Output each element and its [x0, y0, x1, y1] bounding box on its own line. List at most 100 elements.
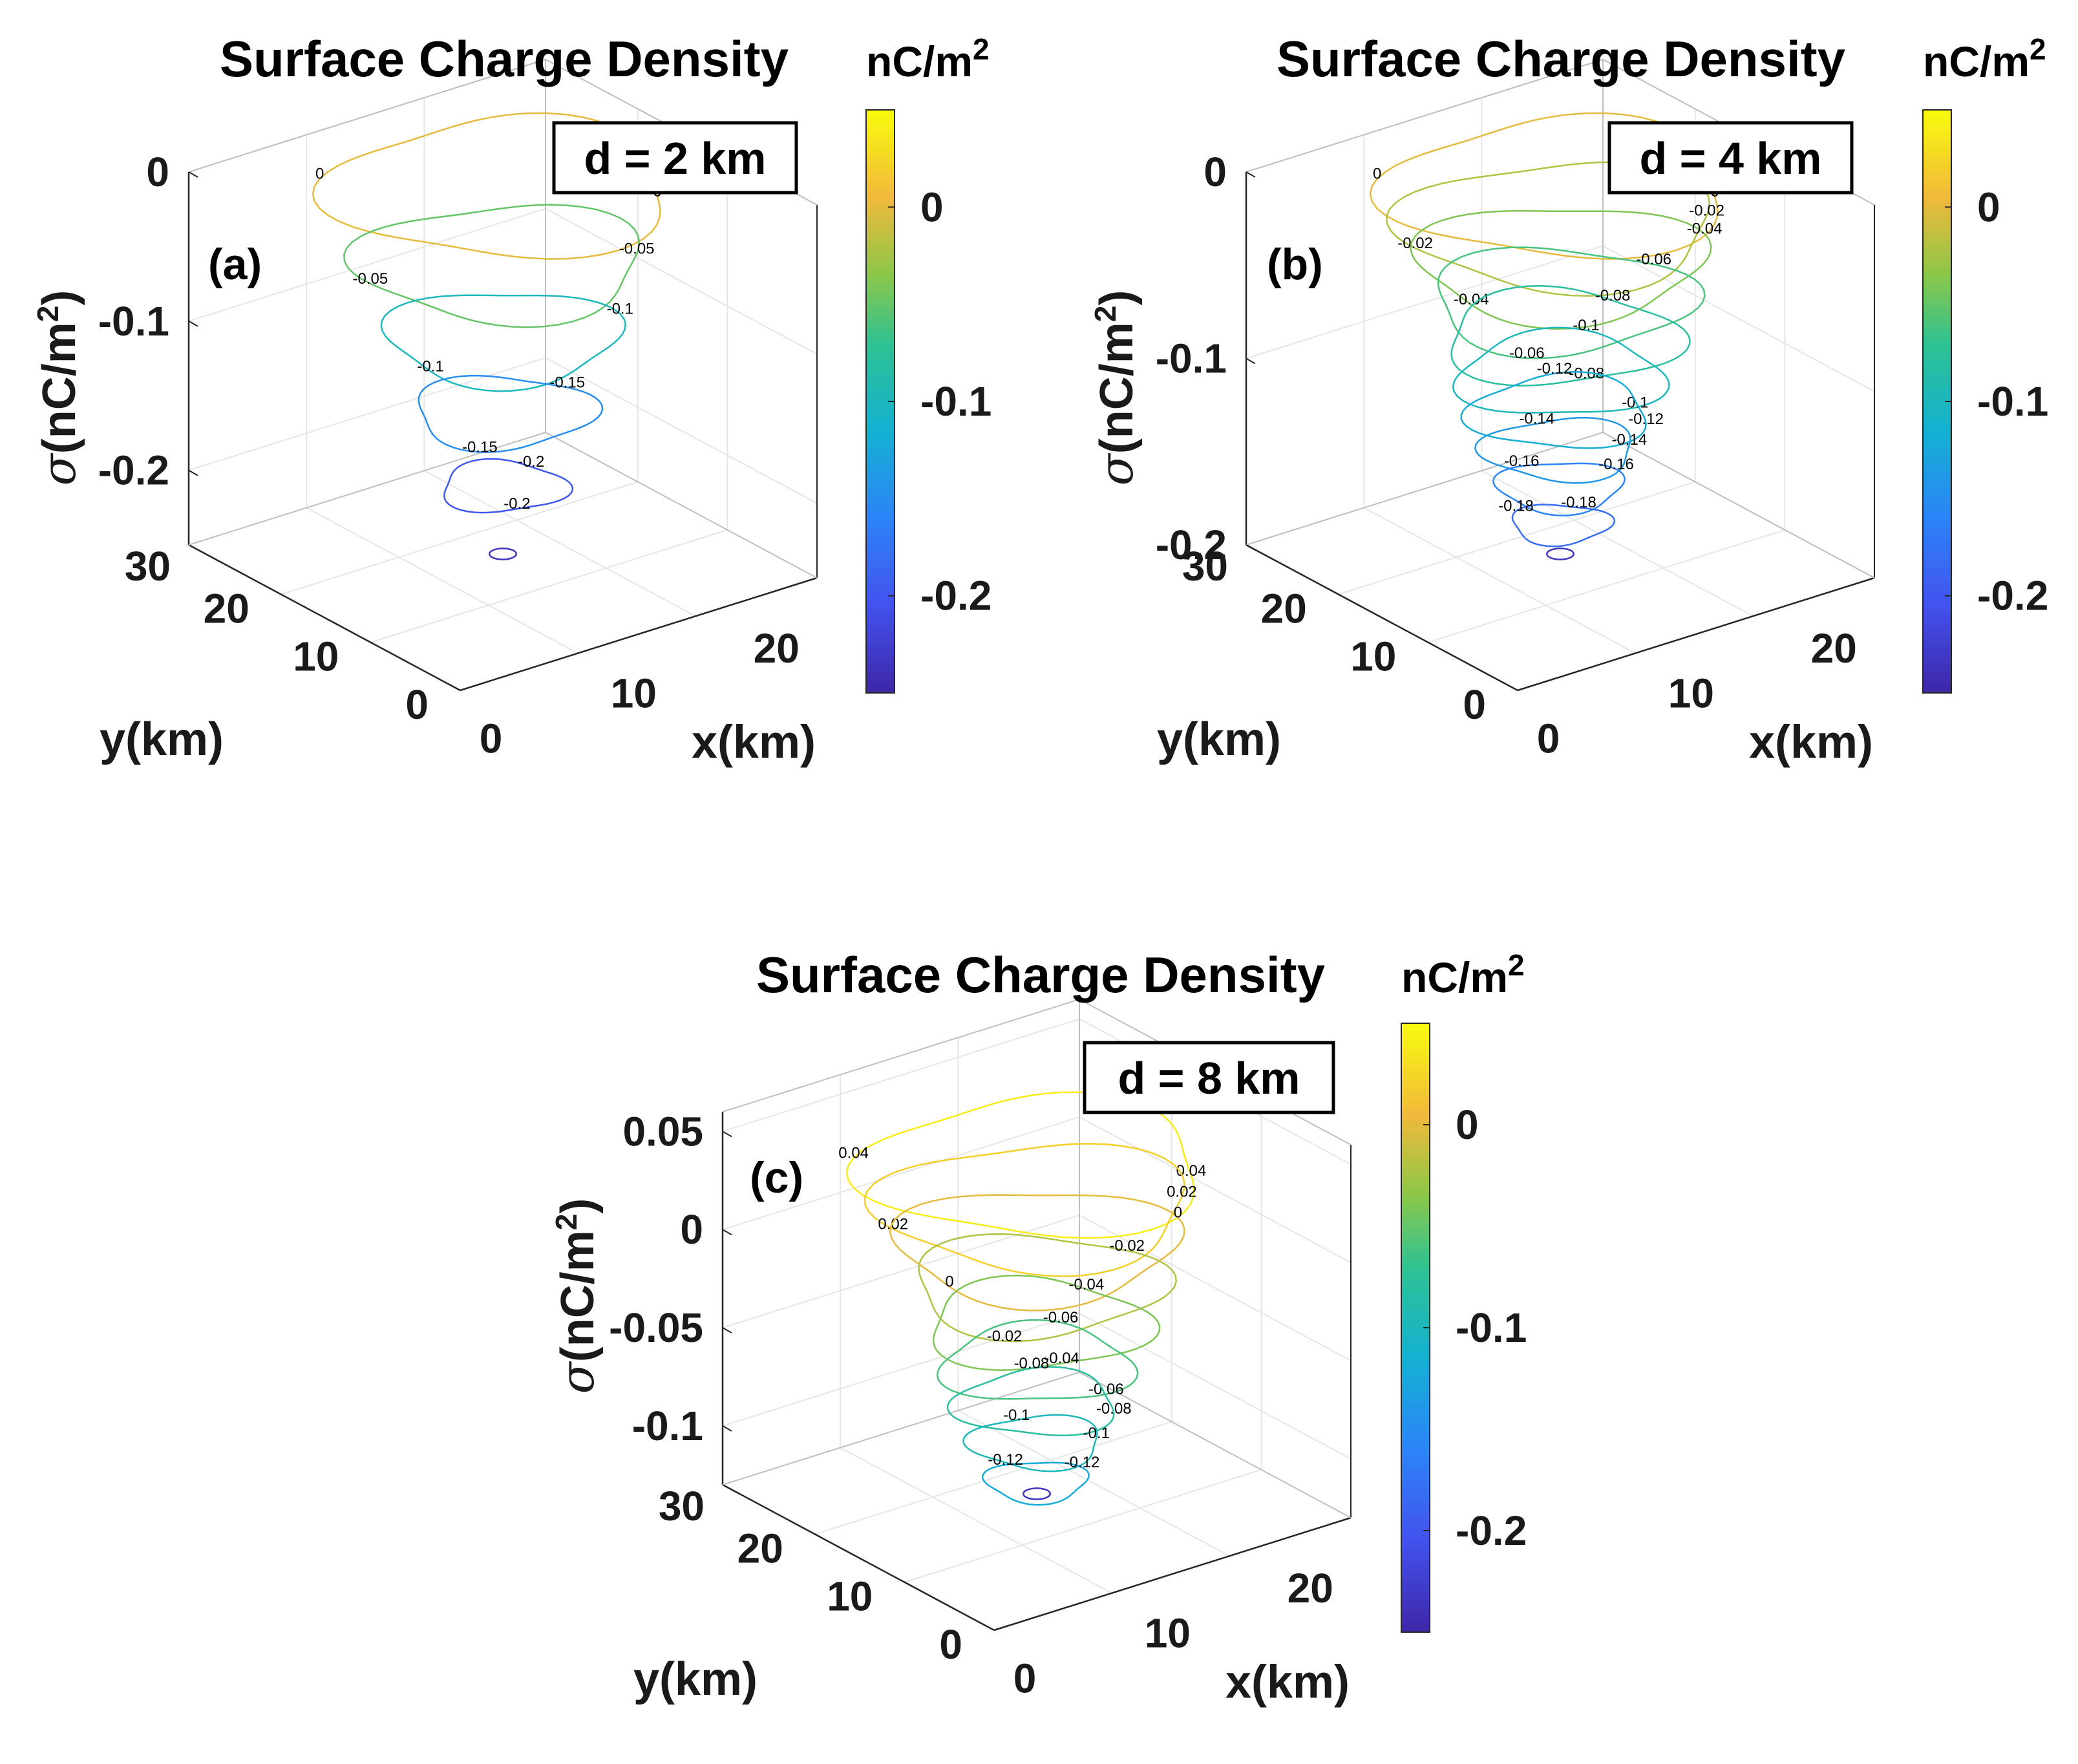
grid-line — [840, 1447, 1112, 1594]
box-edge — [1246, 59, 1604, 173]
x-axis-label: x(km) — [1225, 1657, 1350, 1708]
grid-line — [957, 1410, 1230, 1557]
contour-label: -0.04 — [1069, 1276, 1105, 1293]
contour-label: 0 — [315, 165, 324, 183]
colorbar-tick-label: -0.1 — [1456, 1304, 1527, 1351]
x-axis-label: x(km) — [1749, 717, 1873, 769]
box-edge — [722, 1372, 1080, 1485]
contour-label: -0.16 — [1504, 452, 1540, 470]
panel-label: (a) — [208, 240, 262, 289]
axis-x-line — [993, 1516, 1352, 1631]
x-tick-label: 0 — [1013, 1655, 1037, 1701]
contour-label: 0 — [1373, 165, 1381, 183]
z-axis-label: σ(nC/m2) — [31, 290, 86, 486]
grid-line — [306, 507, 578, 654]
axis-y-line — [188, 544, 461, 692]
box-edge — [188, 432, 546, 546]
z-tick-label: 0 — [680, 1206, 703, 1253]
contour-label: -0.1 — [417, 358, 443, 376]
contour-label: -0.18 — [1498, 498, 1534, 515]
contour-line — [1474, 416, 1631, 484]
contour-line — [1511, 504, 1616, 547]
grid-line — [1079, 1116, 1352, 1264]
x-axis-label: x(km) — [692, 717, 816, 769]
x-tick-label: 10 — [611, 670, 657, 717]
z-tick-label: 0.05 — [622, 1108, 703, 1154]
grid-line — [545, 207, 818, 355]
contour-label: -0.04 — [1044, 1350, 1079, 1367]
contour-label: -0.05 — [353, 270, 388, 288]
z-tick-mark — [188, 171, 198, 178]
z-tick-label: -0.05 — [609, 1304, 703, 1351]
contour-line — [946, 1366, 1115, 1437]
contour-label: -0.15 — [549, 374, 585, 391]
contour-label: -0.12 — [988, 1451, 1023, 1469]
colorbar-unit-label: nC/m2 — [1923, 32, 2046, 85]
y-tick-label: 10 — [293, 633, 339, 680]
z-tick-mark — [1246, 357, 1256, 365]
contour-label: -0.06 — [1509, 345, 1545, 362]
contour-label: -0.02 — [1397, 235, 1433, 252]
contour-line — [981, 1461, 1090, 1506]
y-tick-label: 10 — [827, 1573, 873, 1620]
z-tick-label: -0.1 — [1156, 335, 1227, 382]
contour-label: -0.06 — [1636, 251, 1671, 268]
z-tick-mark — [1246, 544, 1256, 551]
box-edge — [722, 999, 1080, 1112]
contour-label: -0.02 — [1109, 1237, 1145, 1255]
x-tick-label: 0 — [480, 715, 503, 761]
contour-line — [1452, 326, 1670, 414]
chart-title: Surface Charge Density — [220, 30, 789, 87]
colorbar-unit-label: nC/m2 — [866, 32, 990, 85]
grid-line — [814, 1421, 1172, 1535]
contour-label: -0.04 — [1687, 220, 1723, 238]
grid-line — [423, 470, 696, 617]
contour-label: -0.15 — [462, 438, 498, 456]
colorbar-tick-label: 0 — [1977, 184, 2000, 230]
grid-line — [904, 1469, 1262, 1583]
colorbar-tick-label: -0.1 — [920, 378, 991, 425]
annotation-box — [552, 121, 798, 195]
contour-label: -0.2 — [504, 495, 530, 513]
colorbar-tick-label: -0.2 — [1977, 573, 2048, 619]
y-tick-label: 20 — [1261, 585, 1307, 632]
colorbar-tick-label: -0.1 — [1977, 378, 2048, 425]
grid-line — [722, 1116, 1080, 1231]
contour-line — [889, 1194, 1185, 1312]
contour-line — [443, 458, 574, 514]
contour-label: 0 — [1174, 1204, 1182, 1221]
z-tick-label: 0 — [146, 149, 169, 195]
contour-line — [1450, 284, 1691, 387]
contour-label: -0.14 — [1611, 431, 1647, 449]
box-edge — [188, 59, 546, 173]
axis-y-line — [722, 1483, 995, 1631]
contour-label: -0.08 — [1096, 1400, 1132, 1418]
colorbar-tick-label: 0 — [920, 184, 944, 230]
grid-line — [281, 481, 639, 595]
axis-x-line — [460, 577, 818, 692]
colorbar-tick-label: 0 — [1456, 1101, 1479, 1148]
grid-line — [1079, 1215, 1352, 1361]
axis-y-line — [1246, 544, 1518, 692]
y-tick-label: 20 — [204, 585, 249, 632]
contour-label: -0.05 — [619, 240, 655, 258]
x-tick-label: 20 — [1811, 625, 1857, 672]
annotation-box — [1083, 1041, 1335, 1114]
z-tick-label: -0.1 — [632, 1403, 703, 1449]
contour-line — [845, 1091, 1195, 1239]
z-tick-mark — [722, 1131, 732, 1138]
contour-line — [312, 112, 661, 260]
z-tick-mark — [188, 320, 198, 327]
z-tick-mark — [188, 469, 198, 476]
panel-label: (c) — [750, 1153, 803, 1202]
contour-line-min — [488, 547, 518, 560]
grid-line — [722, 1018, 1080, 1132]
z-tick-mark — [722, 1327, 732, 1334]
contour-label: -0.18 — [1561, 494, 1596, 511]
y-tick-label: 10 — [1350, 633, 1396, 680]
grid-line — [545, 357, 818, 504]
box-edge — [545, 432, 818, 579]
z-axis-label: σ(nC/m2) — [549, 1198, 604, 1394]
z-tick-mark — [722, 1425, 732, 1432]
